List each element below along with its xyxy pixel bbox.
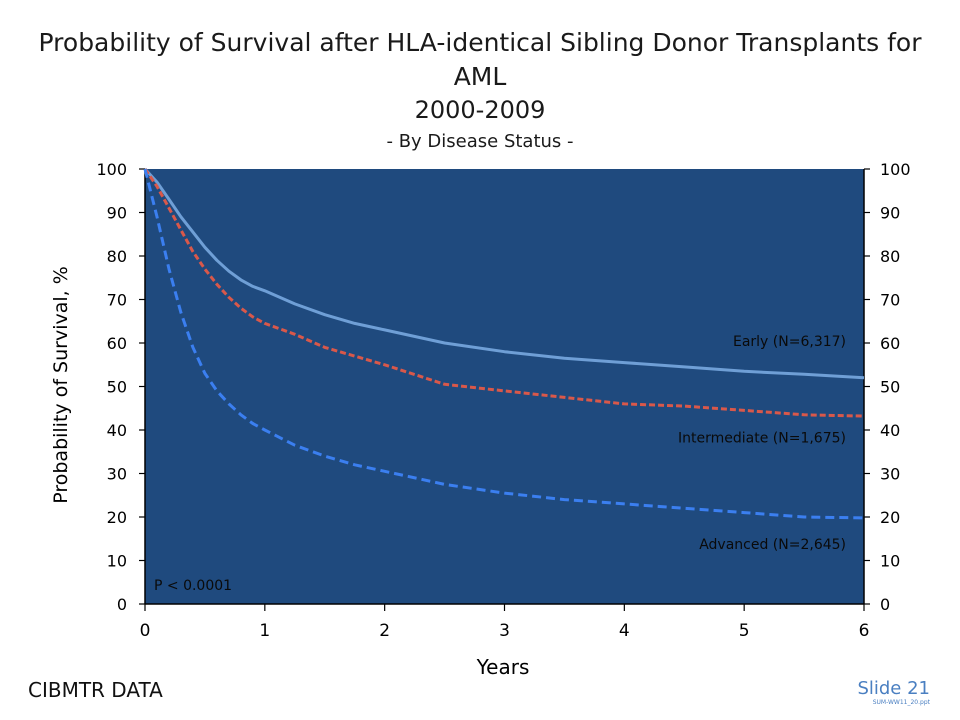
x-axis: 0 1 2 3 4 5 6 — [140, 603, 870, 641]
series-label-early: Early (N=6,317) — [733, 334, 846, 350]
y-tick-label-left: 70 — [107, 291, 127, 310]
series-label-advanced: Advanced (N=2,645) — [699, 537, 846, 553]
y-tick-label-left: 10 — [107, 552, 127, 571]
y-tick-label-right: 30 — [880, 465, 900, 484]
left-y-axis: 0 10 20 30 40 50 60 70 80 90 100 — [96, 160, 146, 614]
y-tick-label-right: 90 — [880, 204, 900, 223]
y-tick-label-left: 80 — [107, 247, 127, 266]
y-tick-label-right: 80 — [880, 247, 900, 266]
y-tick-label-right: 10 — [880, 552, 900, 571]
y-tick-label-right: 40 — [880, 421, 900, 440]
series-line-early — [143, 167, 865, 380]
y-tick-label-left: 100 — [96, 160, 127, 179]
series-line-advanced — [143, 168, 865, 520]
y-tick-label-left: 30 — [107, 465, 127, 484]
y-tick-label-right: 70 — [880, 291, 900, 310]
x-tick-label: 6 — [859, 621, 870, 641]
chart-subtitle: - By Disease Status - — [386, 131, 574, 152]
y-tick-label-left: 20 — [107, 508, 127, 527]
y-axis-label: Probability of Survival, % — [50, 266, 72, 504]
slide-number: Slide 21 — [857, 678, 930, 699]
right-y-axis: 0 10 20 30 40 50 60 70 80 90 100 — [863, 160, 911, 614]
p-value-annotation: P < 0.0001 — [154, 578, 232, 594]
x-tick-label: 4 — [619, 621, 630, 641]
y-tick-label-right: 60 — [880, 334, 900, 353]
y-tick-label-right: 0 — [880, 595, 890, 614]
y-tick-label-left: 90 — [107, 204, 127, 223]
x-tick-label: 5 — [739, 621, 750, 641]
series-label-intermediate: Intermediate (N=1,675) — [678, 430, 846, 446]
y-tick-label-right: 100 — [880, 160, 911, 179]
series-line-intermediate — [143, 168, 865, 418]
slide-file-code: SUM-WW11_20.ppt — [872, 699, 930, 706]
y-tick-label-right: 50 — [880, 378, 900, 397]
y-tick-label-left: 40 — [107, 421, 127, 440]
data-source-label: CIBMTR DATA — [28, 678, 163, 702]
chart-title-line-2: AML — [453, 62, 507, 91]
chart-title-years: 2000-2009 — [414, 96, 546, 124]
x-tick-label: 1 — [259, 621, 270, 641]
x-tick-label: 2 — [379, 621, 390, 641]
x-tick-label: 3 — [499, 621, 510, 641]
series-labels: Early (N=6,317) Intermediate (N=1,675) Adv… — [678, 334, 846, 553]
y-tick-label-left: 50 — [107, 378, 127, 397]
x-tick-label: 0 — [140, 621, 151, 641]
y-tick-label-left: 0 — [117, 595, 127, 614]
x-axis-label: Years — [476, 655, 530, 679]
chart-title-line-1: Probability of Survival after HLA-identi… — [38, 28, 922, 57]
y-tick-label-right: 20 — [880, 508, 900, 527]
series-layer — [143, 167, 865, 520]
y-tick-label-left: 60 — [107, 334, 127, 353]
plot-area — [145, 169, 864, 604]
